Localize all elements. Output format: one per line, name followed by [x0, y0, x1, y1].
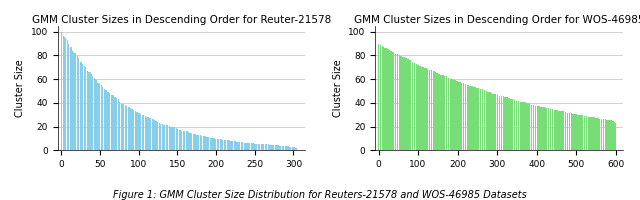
Y-axis label: Cluster Size: Cluster Size — [15, 59, 25, 117]
Title: GMM Cluster Sizes in Descending Order for WOS-46985: GMM Cluster Sizes in Descending Order fo… — [354, 15, 640, 25]
Title: GMM Cluster Sizes in Descending Order for Reuter-21578: GMM Cluster Sizes in Descending Order fo… — [31, 15, 331, 25]
Y-axis label: Cluster Size: Cluster Size — [333, 59, 343, 117]
Text: Figure 1: GMM Cluster Size Distribution for Reuters-21578 and WOS-46985 Datasets: Figure 1: GMM Cluster Size Distribution … — [113, 190, 527, 200]
